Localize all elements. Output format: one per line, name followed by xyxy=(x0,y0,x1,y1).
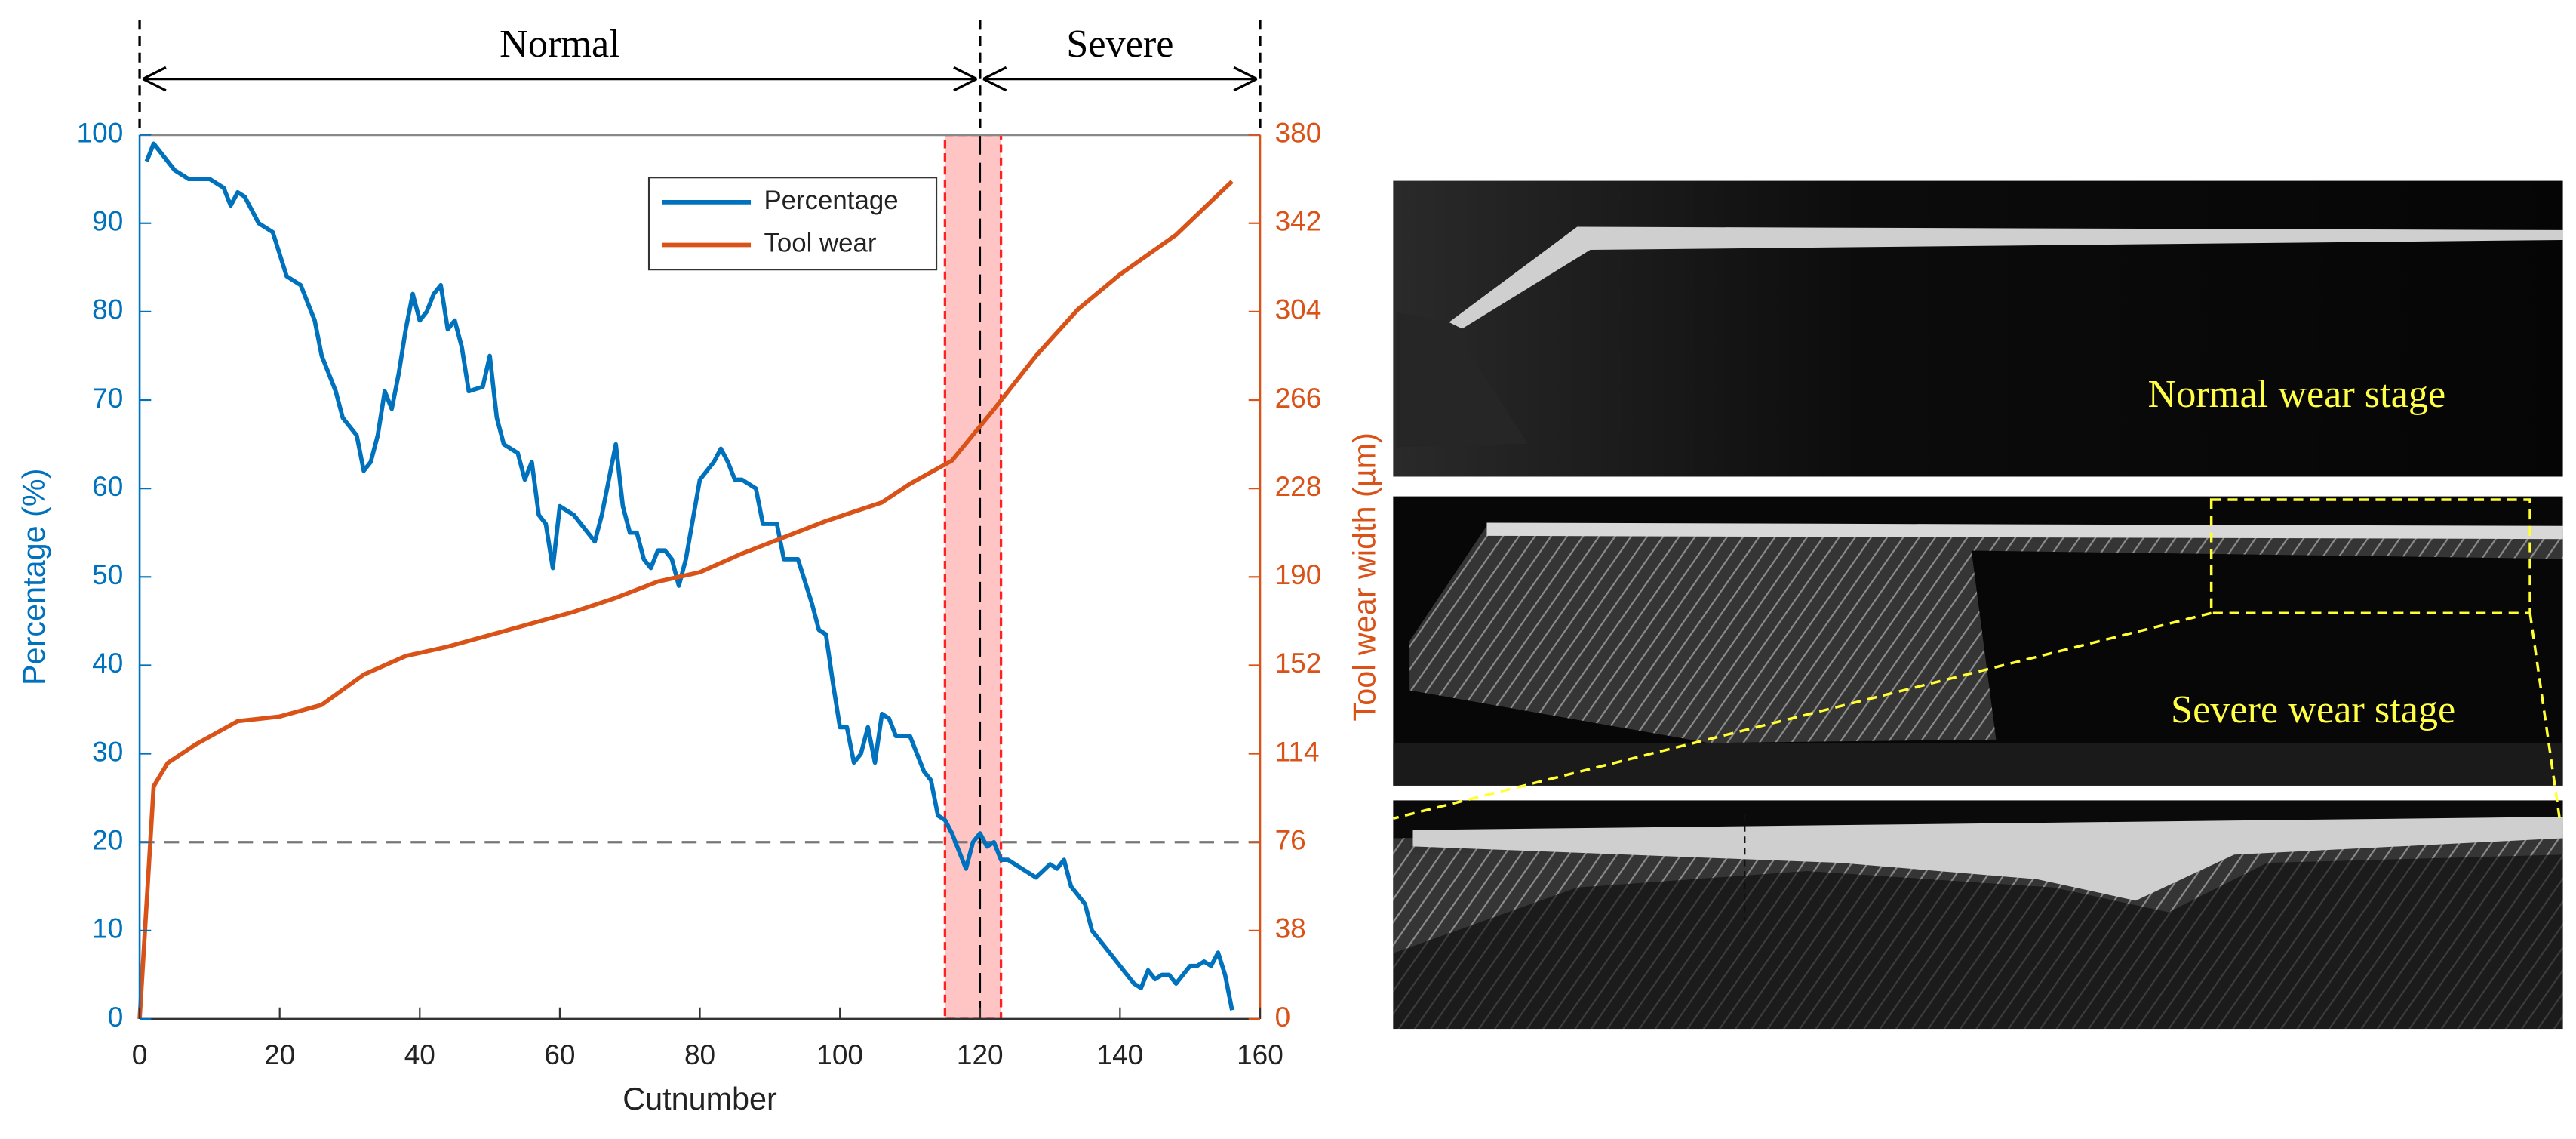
arrow-head xyxy=(982,66,1258,92)
image-caption: Severe wear stage xyxy=(2171,688,2455,731)
photo-zoom xyxy=(1393,800,2563,1030)
y2-tick-label: 342 xyxy=(1275,205,1322,237)
stage-label: Severe xyxy=(1066,22,1173,66)
zoom-box xyxy=(1392,498,2561,820)
y-tick-label: 40 xyxy=(92,647,123,679)
x-tick-label: 100 xyxy=(816,1039,863,1070)
y2-tick-label: 304 xyxy=(1275,294,1322,325)
y-tick-label: 0 xyxy=(108,1001,124,1033)
image-caption: Normal wear stage xyxy=(2148,372,2446,416)
y2-tick-label: 114 xyxy=(1275,735,1320,767)
highlight-span xyxy=(943,133,1003,1020)
legend-label: Percentage xyxy=(764,186,898,215)
y-tick-label: 10 xyxy=(92,913,123,944)
y2-axis-label: Tool wear width (µm) xyxy=(1347,433,1382,721)
x-tick-label: 20 xyxy=(264,1039,295,1070)
y-tick-label: 90 xyxy=(92,205,123,237)
y-tick-label: 20 xyxy=(92,823,123,855)
y-tick-label: 100 xyxy=(77,116,124,148)
stage-label: Normal xyxy=(500,22,620,66)
y2-tick-label: 38 xyxy=(1275,913,1306,944)
y2-tick-label: 0 xyxy=(1275,1001,1291,1033)
x-tick-label: 140 xyxy=(1097,1039,1144,1070)
y2-tick-label: 152 xyxy=(1275,647,1322,679)
x-tick-label: 60 xyxy=(544,1039,575,1070)
x-tick-label: 160 xyxy=(1237,1039,1283,1070)
x-tick-label: 80 xyxy=(684,1039,715,1070)
y2-tick-label: 266 xyxy=(1275,382,1322,414)
y2-tick-label: 380 xyxy=(1275,116,1322,148)
x-tick-label: 40 xyxy=(404,1039,435,1070)
y-tick-label: 30 xyxy=(92,735,123,767)
y-tick-label: 80 xyxy=(92,294,123,325)
y-tick-label: 50 xyxy=(92,559,123,590)
arrow-head xyxy=(142,66,978,92)
series-line xyxy=(144,141,1234,1011)
photo-normal xyxy=(1393,180,2563,477)
y-tick-label: 60 xyxy=(92,470,123,502)
legend-box xyxy=(647,177,938,271)
legend-label: Tool wear xyxy=(764,229,876,258)
photo-severe xyxy=(1393,496,2563,786)
x-axis-label: Cutnumber xyxy=(622,1082,777,1116)
x-tick-label: 0 xyxy=(132,1039,148,1070)
y-tick-label: 70 xyxy=(92,382,123,414)
y2-tick-label: 190 xyxy=(1275,559,1322,590)
y-axis-label: Percentage (%) xyxy=(17,469,51,685)
series-line xyxy=(137,180,1234,1020)
y2-tick-label: 76 xyxy=(1275,823,1306,855)
y2-tick-label: 228 xyxy=(1275,470,1322,502)
x-tick-label: 120 xyxy=(957,1039,1004,1070)
